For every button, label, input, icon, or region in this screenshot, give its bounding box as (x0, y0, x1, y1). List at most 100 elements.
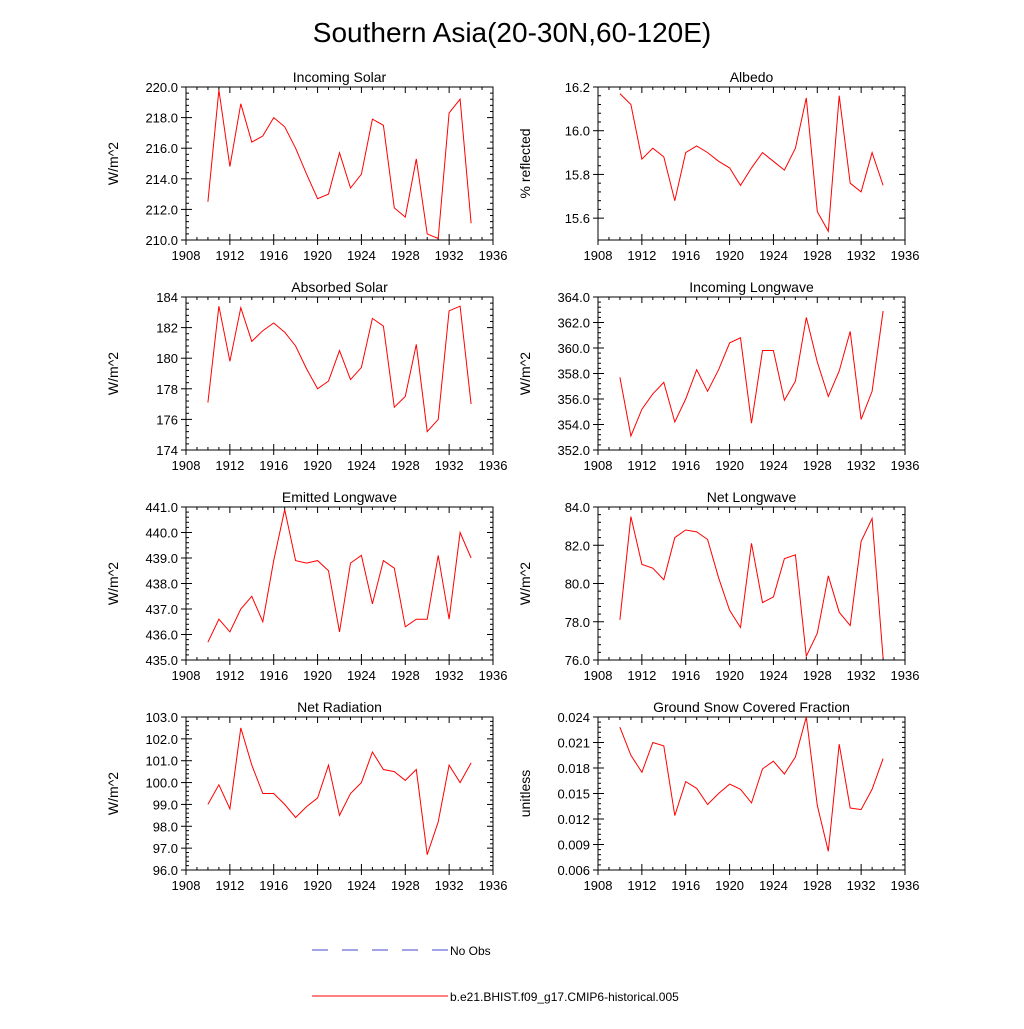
x-tick-label: 1932 (847, 668, 876, 683)
y-tick-label: 96.0 (153, 863, 178, 878)
y-tick-label: 174 (156, 443, 178, 458)
x-tick-label: 1908 (172, 878, 201, 893)
x-tick-label: 1916 (671, 248, 700, 263)
x-tick-label: 1932 (435, 878, 464, 893)
panel-incoming-solar: Incoming Solar W/m^2 1908 1912 1916 1920 1924 1… (105, 69, 507, 263)
y-tick-label: 0.009 (557, 838, 590, 853)
y-tick-label: 352.0 (557, 443, 590, 458)
x-tick-label: 1912 (627, 458, 656, 473)
y-tick-label: 180 (156, 351, 178, 366)
x-tick-label: 1932 (435, 668, 464, 683)
y-tick-label: 364.0 (557, 290, 590, 305)
x-tick-label: 1920 (303, 458, 332, 473)
figure-title: Southern Asia(20-30N,60-120E) (313, 17, 711, 48)
plot-frame (597, 296, 906, 451)
x-tick-label: 1916 (259, 458, 288, 473)
series-line-net-radiation (207, 727, 472, 855)
y-tick-label: 214.0 (145, 172, 178, 187)
y-tick-label: 220.0 (145, 80, 178, 95)
y-axis-label: % reflected (517, 128, 533, 198)
x-tick-label: 1924 (759, 248, 788, 263)
x-tick-label: 1920 (715, 248, 744, 263)
panel-ground-snow-covered-fraction: Ground Snow Covered Fraction unitless 1908… (517, 699, 919, 893)
x-tick-label: 1936 (479, 668, 508, 683)
x-tick-label: 1912 (215, 248, 244, 263)
y-tick-label: 15.8 (565, 167, 590, 182)
x-tick-label: 1932 (847, 458, 876, 473)
plot-frame (185, 86, 494, 241)
y-axis-label: W/m^2 (105, 352, 121, 395)
x-tick-label: 1932 (847, 878, 876, 893)
y-tick-label: 436.0 (145, 628, 178, 643)
y-tick-label: 216.0 (145, 141, 178, 156)
panel-absorbed-solar: Absorbed Solar W/m^2 1908 1912 1916 1920 1924 1… (105, 279, 507, 473)
y-tick-label: 16.0 (565, 124, 590, 139)
panel-title: Absorbed Solar (291, 279, 388, 295)
x-tick-label: 1908 (172, 668, 201, 683)
y-tick-label: 356.0 (557, 392, 590, 407)
y-axis-label: W/m^2 (105, 142, 121, 185)
x-tick-label: 1928 (391, 878, 420, 893)
plot-frame (597, 506, 906, 661)
y-tick-label: 358.0 (557, 367, 590, 382)
y-axis-label: unitless (517, 770, 533, 817)
panel-net-longwave: Net Longwave W/m^2 1908 1912 1916 1920 1924 192… (517, 489, 919, 683)
x-tick-label: 1912 (215, 458, 244, 473)
x-tick-label: 1912 (627, 878, 656, 893)
x-tick-label: 1936 (891, 248, 920, 263)
x-tick-label: 1916 (259, 878, 288, 893)
x-tick-label: 1908 (584, 458, 613, 473)
y-tick-label: 76.0 (565, 653, 590, 668)
x-tick-label: 1920 (715, 878, 744, 893)
x-tick-label: 1912 (627, 248, 656, 263)
x-tick-label: 1916 (671, 458, 700, 473)
x-tick-label: 1928 (803, 248, 832, 263)
y-tick-label: 439.0 (145, 551, 178, 566)
y-tick-label: 0.012 (557, 812, 590, 827)
y-tick-label: 98.0 (153, 819, 178, 834)
panel-title: Incoming Longwave (689, 279, 814, 295)
x-tick-label: 1924 (759, 458, 788, 473)
x-tick-label: 1928 (803, 458, 832, 473)
x-tick-label: 1920 (303, 878, 332, 893)
y-tick-label: 0.006 (557, 863, 590, 878)
y-tick-label: 440.0 (145, 526, 178, 541)
x-tick-label: 1932 (435, 458, 464, 473)
x-tick-label: 1908 (584, 248, 613, 263)
panel-net-radiation: Net Radiation W/m^2 1908 1912 1916 1920 1924 19… (105, 699, 507, 893)
y-axis-label: W/m^2 (517, 352, 533, 395)
x-tick-label: 1924 (347, 458, 376, 473)
x-tick-label: 1924 (347, 668, 376, 683)
plot-frame (597, 716, 906, 871)
y-tick-label: 100.0 (145, 776, 178, 791)
y-tick-label: 103.0 (145, 710, 178, 725)
y-tick-label: 102.0 (145, 732, 178, 747)
panel-incoming-longwave: Incoming Longwave W/m^2 1908 1912 1916 1920 19… (517, 279, 919, 473)
y-tick-label: 210.0 (145, 233, 178, 248)
y-tick-label: 15.6 (565, 211, 590, 226)
x-tick-label: 1928 (803, 878, 832, 893)
x-tick-label: 1932 (435, 248, 464, 263)
y-tick-label: 354.0 (557, 418, 590, 433)
y-tick-label: 80.0 (565, 577, 590, 592)
series-line-incoming-solar (207, 90, 472, 240)
panel-title: Incoming Solar (293, 69, 387, 85)
x-tick-label: 1936 (479, 248, 508, 263)
y-tick-label: 84.0 (565, 500, 590, 515)
x-tick-label: 1928 (803, 668, 832, 683)
x-tick-label: 1932 (847, 248, 876, 263)
panel-title: Albedo (730, 69, 774, 85)
x-tick-label: 1908 (172, 248, 201, 263)
x-tick-label: 1936 (479, 878, 508, 893)
x-tick-label: 1936 (891, 878, 920, 893)
x-tick-label: 1912 (215, 668, 244, 683)
plot-frame (185, 506, 494, 661)
y-tick-label: 0.024 (557, 710, 590, 725)
x-tick-label: 1936 (891, 668, 920, 683)
x-tick-label: 1924 (347, 878, 376, 893)
y-tick-label: 101.0 (145, 754, 178, 769)
y-tick-label: 82.0 (565, 538, 590, 553)
y-tick-label: 438.0 (145, 577, 178, 592)
